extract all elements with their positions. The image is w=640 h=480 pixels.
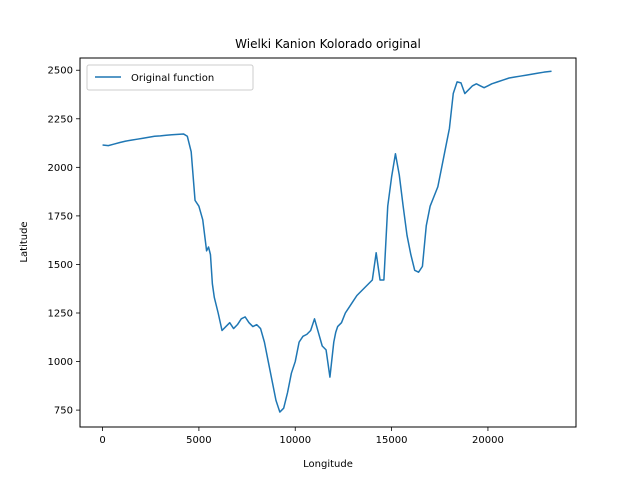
x-axis-label: Longitude bbox=[303, 459, 353, 470]
plot-frame bbox=[79, 57, 577, 428]
x-tick-label: 0 bbox=[99, 435, 105, 446]
x-tick-label: 15000 bbox=[376, 435, 408, 446]
x-tick-label: 5000 bbox=[186, 435, 211, 446]
y-axis-label: Latitude bbox=[19, 221, 30, 262]
y-tick-label: 1000 bbox=[48, 357, 73, 368]
series-line-original-function bbox=[102, 70, 552, 413]
legend: Original function bbox=[86, 64, 254, 91]
legend-label: Original function bbox=[131, 73, 214, 84]
y-tick-label: 1500 bbox=[48, 260, 73, 271]
y-tick-label: 750 bbox=[54, 406, 73, 417]
y-tick-label: 1750 bbox=[48, 211, 73, 222]
tick-layer: 0 5000 10000 15000 20000 750 1000 1250 1500 1750 2… bbox=[48, 66, 504, 446]
chart-title: Wielki Kanion Kolorado original bbox=[235, 37, 421, 51]
y-tick-label: 2250 bbox=[48, 114, 73, 125]
x-tick-label: 10000 bbox=[279, 435, 311, 446]
y-tick-label: 2000 bbox=[48, 163, 73, 174]
legend-box bbox=[86, 64, 254, 91]
y-tick-label: 1250 bbox=[48, 308, 73, 319]
x-tick-label: 20000 bbox=[472, 435, 504, 446]
y-tick-label: 2500 bbox=[48, 66, 73, 77]
